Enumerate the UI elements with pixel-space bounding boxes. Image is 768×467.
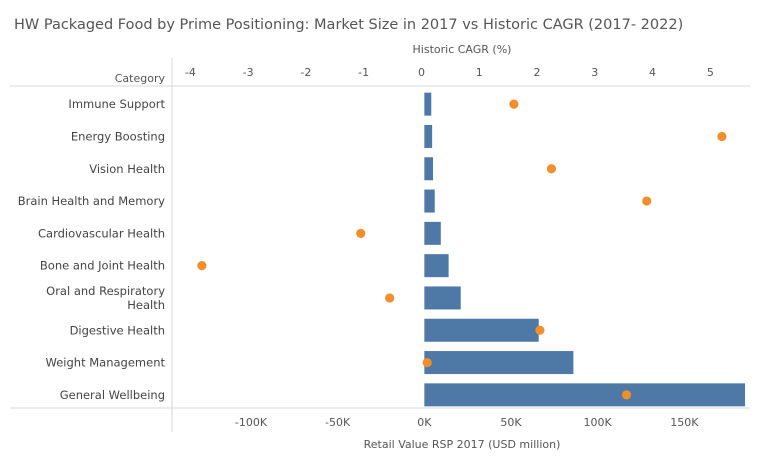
bar[interactable] [424, 351, 574, 375]
bottom-tick-label: 150K [670, 416, 699, 429]
cagr-dot[interactable] [509, 99, 519, 109]
bar[interactable] [424, 254, 449, 278]
bar[interactable] [424, 189, 435, 213]
cagr-dot[interactable] [717, 131, 727, 142]
category-header: Category [115, 72, 166, 85]
bar[interactable] [424, 157, 433, 181]
category-labels: Immune Support Energy Boosting Vision Heal… [18, 97, 166, 402]
category-label: General Wellbeing [60, 388, 165, 402]
top-tick-label: 0 [418, 66, 425, 79]
bar-series [424, 92, 745, 407]
category-label: Immune Support [68, 97, 165, 111]
bar[interactable] [424, 124, 433, 148]
category-label: Brain Health and Memory [18, 194, 165, 208]
bar[interactable] [424, 383, 745, 407]
bar[interactable] [424, 286, 461, 310]
top-tick-label: -3 [243, 66, 254, 79]
top-tick-label: 2 [534, 66, 541, 79]
top-tick-label: 1 [476, 66, 483, 79]
category-label: Vision Health [89, 162, 165, 176]
cagr-dot[interactable] [197, 261, 207, 271]
category-label: Health [127, 298, 165, 312]
cagr-dot[interactable] [385, 293, 395, 303]
top-tick-label: -4 [185, 66, 196, 79]
bar[interactable] [424, 92, 432, 116]
cagr-dot[interactable] [356, 228, 366, 238]
bottom-tick-label: 100K [584, 416, 613, 429]
top-tick-label: 4 [649, 66, 656, 79]
category-label: Cardiovascular Health [38, 226, 165, 240]
category-label: Bone and Joint Health [40, 259, 165, 273]
top-axis-ticks: -4 -3 -2 -1 0 1 2 3 4 5 [185, 66, 714, 79]
cagr-dot-series [197, 99, 727, 400]
bar[interactable] [424, 318, 539, 342]
top-tick-label: 3 [591, 66, 598, 79]
cagr-dot[interactable] [422, 357, 432, 368]
top-axis-title: Historic CAGR (%) [413, 43, 512, 56]
cagr-dot[interactable] [642, 196, 652, 206]
bottom-axis-ticks: -100K -50K 0K 50K 100K 150K [235, 416, 699, 429]
bottom-tick-label: -100K [235, 416, 268, 429]
bar[interactable] [424, 221, 441, 245]
top-tick-label: 5 [707, 66, 714, 79]
top-tick-label: -2 [300, 66, 311, 79]
bottom-tick-label: -50K [325, 416, 351, 429]
chart-title: HW Packaged Food by Prime Positioning: M… [14, 17, 683, 33]
bottom-tick-label: 0K [417, 416, 432, 429]
category-label: Digestive Health [70, 323, 165, 337]
category-label: Energy Boosting [71, 129, 165, 143]
cagr-dot[interactable] [621, 390, 632, 400]
category-label: Oral and Respiratory [46, 284, 165, 298]
bottom-tick-label: 50K [500, 416, 522, 429]
cagr-dot[interactable] [546, 164, 557, 174]
category-label: Weight Management [46, 356, 166, 370]
bottom-axis-title: Retail Value RSP 2017 (USD million) [364, 438, 561, 451]
top-tick-label: -1 [358, 66, 369, 79]
cagr-dot[interactable] [535, 325, 545, 335]
